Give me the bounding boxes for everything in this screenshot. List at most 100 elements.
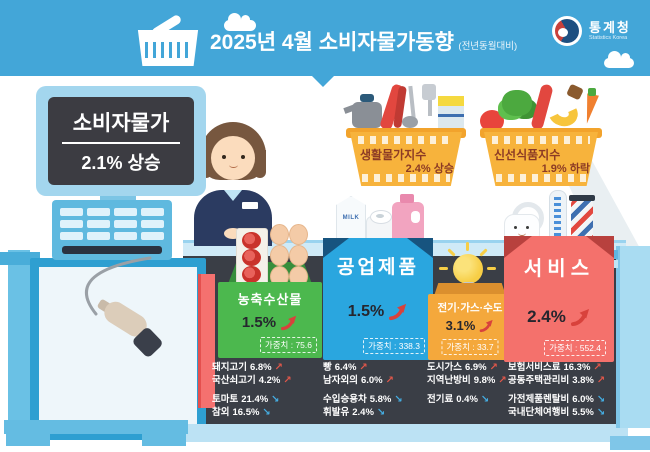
banana-icon: [544, 95, 582, 131]
screen-divider: [62, 142, 180, 144]
counter-bottom-step: [610, 436, 650, 450]
register-keypad: [60, 208, 164, 240]
page-subtitle: (전년동월대비): [458, 41, 518, 52]
scanner-cable: [84, 256, 152, 316]
down-arrow-icon: ↘: [271, 394, 280, 405]
down-arrow-icon: ↘: [262, 407, 271, 418]
cashier-eye: [222, 155, 226, 159]
item-row: 수입승용차 5.8% ↘: [323, 394, 403, 405]
item-row: 지역난방비 9.8% ↗: [427, 375, 507, 386]
agri-value: 1.5%: [241, 314, 277, 331]
spatula-handle-icon: [428, 88, 432, 116]
monitor-screen: 소비자물가 2.1% 상승: [48, 97, 194, 185]
utility-flap: [434, 283, 506, 296]
cashier-collar: [224, 190, 242, 201]
agri-card: 농축수산물 1.5% 가중치 : 75.6: [218, 282, 322, 358]
basket-stripe-row: [358, 136, 454, 144]
utility-item-list: 도시가스 6.9% ↗ 지역난방비 9.8% ↗ 전기료 0.4% ↘: [427, 361, 507, 406]
item-row: 참외 16.5% ↘: [212, 407, 271, 418]
spatula-head-icon: [422, 84, 436, 100]
item-row: 토마토 21.4% ↘: [212, 394, 280, 405]
up-arrow-icon: ↗: [359, 362, 368, 373]
up-swoosh-icon: [389, 303, 407, 321]
cloud-icon: [224, 13, 256, 31]
utility-weight: 가중치 : 33.7: [441, 339, 499, 355]
bulb-glass: [453, 254, 483, 284]
up-arrow-icon: ↗: [274, 362, 284, 373]
fresh-index-value: 1.9% 하락: [541, 163, 590, 175]
item-row: 도시가스 6.9% ↗: [427, 362, 499, 373]
up-swoosh-icon: [479, 319, 493, 332]
basket-stripes: [145, 42, 191, 58]
down-arrow-icon: ↘: [596, 407, 606, 418]
up-arrow-icon: ↗: [596, 375, 606, 386]
egg-stack-icon: [270, 224, 308, 287]
cabinet-bottom-cap: [4, 420, 188, 434]
milk-label: MILK: [342, 215, 360, 221]
register-body: [52, 200, 172, 260]
agency-name-en: Statistics Korea: [589, 35, 628, 42]
item-row: 보험서비스료 16.3% ↗: [508, 362, 602, 373]
cabinet-foot: [142, 434, 186, 446]
industrial-item-list: 빵 6.4% ↗ 남자외의 6.0% ↗ 수입승용차 5.8% ↘ 휘발유 2.4% ↘: [323, 361, 403, 419]
cpi-label: 소비자물가: [72, 112, 170, 135]
cashier-nametag: [242, 202, 258, 209]
industrial-value: 1.5%: [347, 303, 385, 320]
meat-pack-icon: [236, 228, 268, 286]
utility-name: 전기·가스·수도: [437, 302, 503, 314]
basket-stripe-row: [492, 136, 590, 144]
living-price-basket: 생활물가지수 2.4% 상승: [342, 83, 470, 186]
industrial-weight: 가중치 : 338.3: [363, 338, 425, 354]
cabinet-left-post: [8, 250, 30, 426]
item-row: 국내단체여행비 5.5% ↘: [508, 407, 606, 418]
up-arrow-icon: ↗: [385, 375, 395, 386]
up-arrow-icon: ↗: [593, 362, 602, 373]
cabinet-foot: [6, 434, 50, 446]
scanner-light-strip: [198, 274, 215, 408]
counter-right-post: [616, 246, 650, 428]
up-arrow-icon: ↗: [283, 375, 292, 386]
item-row: 공동주택관리비 3.8% ↗: [508, 375, 606, 386]
counter-bottom-bar: [183, 424, 628, 442]
basket-stripe-row: [496, 174, 586, 182]
box-item-lid: [438, 96, 464, 106]
header-pointer: [312, 76, 334, 87]
item-row: 국산쇠고기 4.2% ↗: [212, 375, 292, 386]
emblem-gap: [558, 28, 568, 37]
down-arrow-icon: ↘: [376, 407, 386, 418]
fresh-index-label: 신선식품지수: [494, 148, 561, 162]
cashier-smile: [229, 162, 238, 168]
service-card: 서비스 2.4% 가중치 : 552.4: [504, 236, 614, 362]
carrot-top-icon: [588, 88, 596, 96]
industrial-card: 공업제품 1.5% 가중치 : 338.3: [323, 238, 433, 360]
industrial-name: 공업제품: [337, 257, 419, 278]
item-row: 휘발유 2.4% ↘: [323, 407, 386, 418]
up-swoosh-icon: [570, 308, 589, 326]
monitor-frame: 소비자물가 2.1% 상승: [36, 86, 206, 196]
agri-weight: 가중치 : 75.6: [259, 337, 317, 353]
receipt-slot: [62, 246, 162, 254]
service-value: 2.4%: [527, 307, 566, 326]
ladle-handle-icon: [408, 85, 416, 119]
broccoli-icon: [502, 90, 532, 116]
service-name: 서비스: [523, 258, 595, 280]
kettle-icon: [352, 102, 382, 128]
up-arrow-icon: ↗: [498, 375, 507, 386]
grape-stem-icon: [566, 83, 584, 101]
basket-stripe-row: [362, 174, 450, 182]
up-swoosh-icon: [281, 315, 297, 330]
ladle-bowl-icon: [402, 116, 418, 128]
down-arrow-icon: ↘: [480, 394, 490, 405]
up-arrow-icon: ↗: [489, 362, 499, 373]
agency-logo: 통계청 Statistics Korea: [552, 16, 631, 46]
box-item-stripe: [438, 114, 464, 117]
item-row: 빵 6.4% ↗: [323, 362, 368, 373]
kettle-lid-icon: [360, 94, 374, 102]
carrot-icon: [581, 93, 599, 125]
item-row: 남자외의 6.0% ↗: [323, 375, 395, 386]
agri-item-list: 돼지고기 6.8% ↗ 국산쇠고기 4.2% ↗ 토마토 21.4% ↘ 참외 16.5% ↘: [212, 361, 292, 419]
shopping-basket-icon: [136, 12, 200, 66]
cloud-icon: [604, 51, 634, 68]
title-block: 2025년 4월 소비자물가동향 (전년동월대비): [210, 26, 570, 56]
